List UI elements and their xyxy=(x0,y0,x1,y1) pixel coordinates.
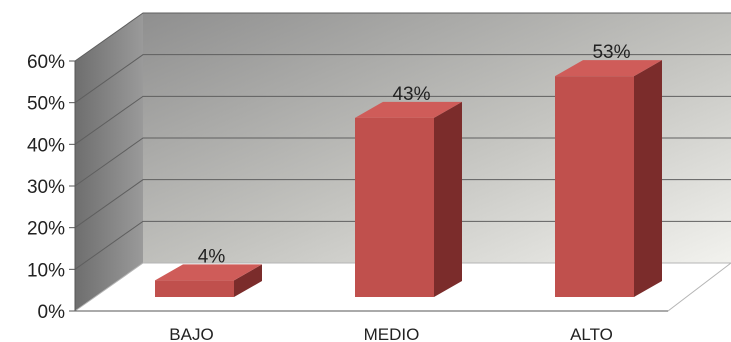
bar-front-face xyxy=(355,117,434,297)
y-tick-label: 50% xyxy=(27,94,65,115)
y-tick-label: 60% xyxy=(27,52,65,73)
data-labels: 4% 43% 53% xyxy=(198,42,631,267)
bar-top-face xyxy=(555,60,662,77)
x-tick-label: ALTO xyxy=(570,325,613,342)
data-label: 43% xyxy=(392,84,430,105)
bar-front-face xyxy=(555,76,634,298)
bar-alto xyxy=(555,60,662,298)
gridline xyxy=(74,95,731,145)
y-tick-label: 20% xyxy=(27,219,65,240)
bar-side-face xyxy=(434,101,462,297)
bar-side-face xyxy=(634,60,662,297)
x-tick-label: BAJO xyxy=(169,325,213,342)
gridline xyxy=(74,179,731,229)
y-tick-label: 40% xyxy=(27,135,65,156)
gridline xyxy=(74,220,731,270)
x-axis: BAJO MEDIO ALTO xyxy=(75,310,668,342)
y-tick-label: 0% xyxy=(38,302,66,323)
data-label: 53% xyxy=(592,42,630,63)
y-tick-label: 30% xyxy=(27,177,65,198)
bar-side-face xyxy=(234,264,262,297)
bar-top-face xyxy=(355,101,462,118)
y-tick-label: 10% xyxy=(27,260,65,281)
bar-front-face xyxy=(155,280,234,297)
gridline xyxy=(74,12,731,62)
bar-bajo xyxy=(155,264,262,297)
x-tick-label: MEDIO xyxy=(364,325,420,342)
gridline xyxy=(74,54,731,104)
gridline xyxy=(74,137,731,187)
bar-top-face xyxy=(155,264,262,281)
bars xyxy=(155,60,662,298)
y-axis: 0% 10% 20% 30% 40% 50% 60% xyxy=(27,52,76,323)
bar-medio xyxy=(355,101,462,297)
data-label: 4% xyxy=(198,246,226,267)
gridlines xyxy=(74,12,731,270)
